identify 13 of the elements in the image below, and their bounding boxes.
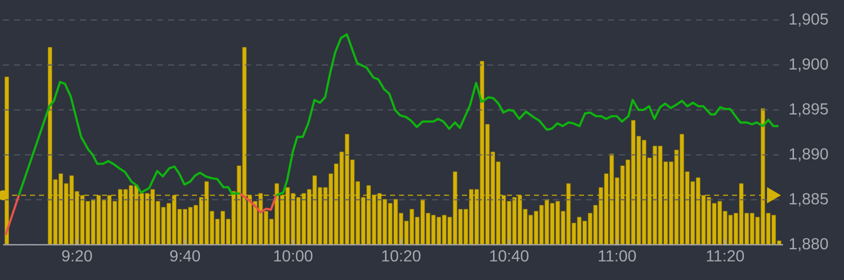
x-tick-label: 10:00: [274, 250, 312, 262]
x-tick-label: 9:40: [170, 250, 200, 262]
y-tick-label: 1,905: [790, 13, 828, 27]
y-tick-label: 1,880: [790, 238, 828, 252]
x-tick-label: 10:20: [382, 250, 420, 262]
y-tick-label: 1,885: [790, 193, 828, 206]
x-tick-label: 11:20: [706, 250, 744, 262]
x-tick-label: 9:20: [62, 250, 92, 262]
x-tick-label: 11:00: [598, 250, 636, 262]
y-tick-label: 1,900: [790, 58, 828, 72]
y-tick-label: 1,890: [790, 148, 828, 162]
x-tick-label: 10:40: [490, 250, 528, 262]
y-tick-label: 1,895: [790, 103, 828, 116]
